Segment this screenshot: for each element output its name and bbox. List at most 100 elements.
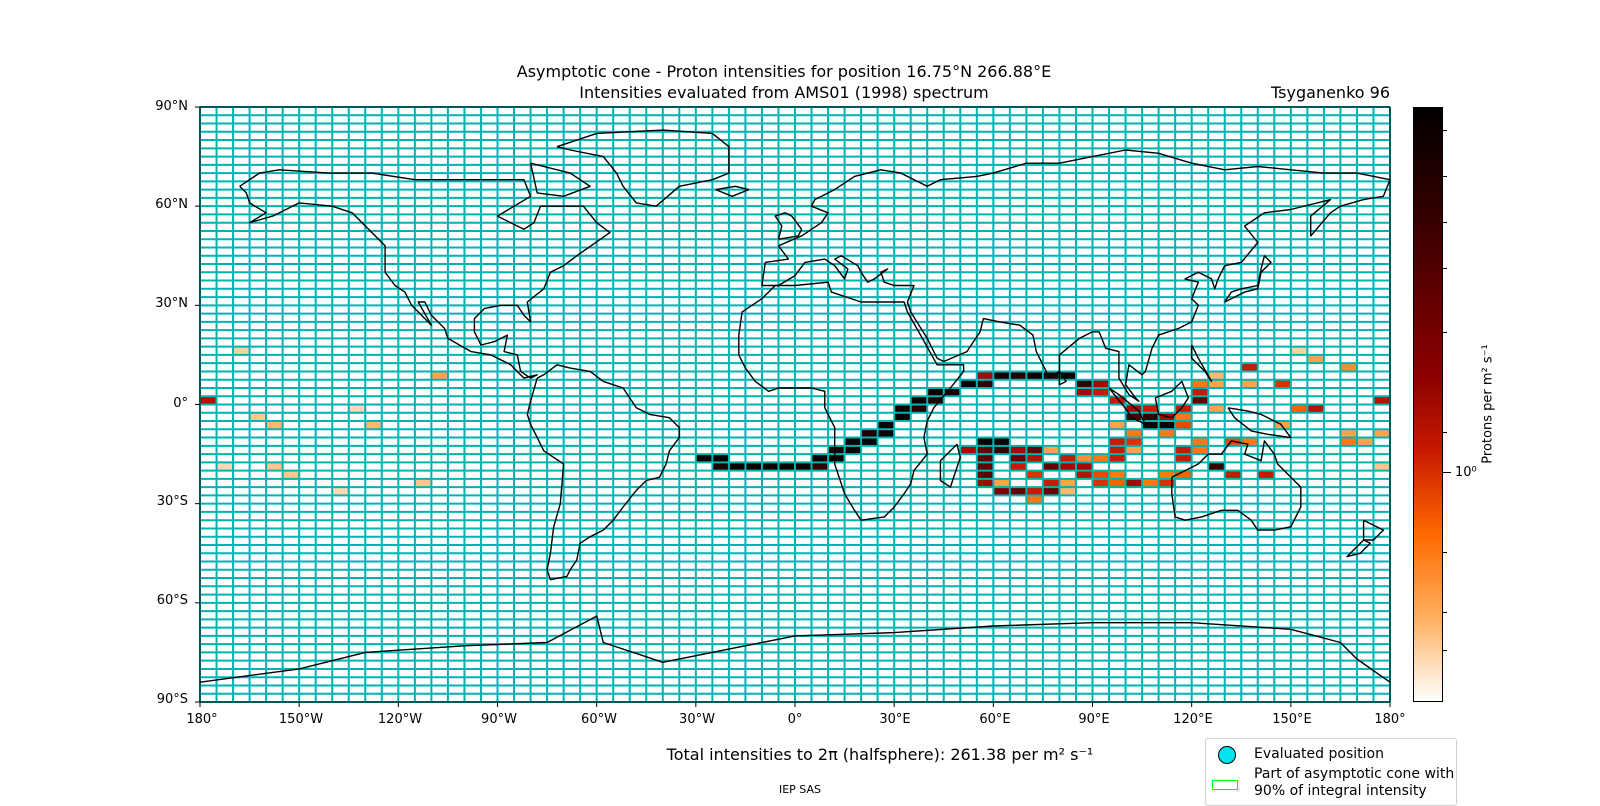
intensity-cell (1125, 412, 1143, 422)
intensity-cell (1142, 404, 1159, 413)
intensity-cell (431, 371, 448, 380)
coastline-sri-lanka (1058, 370, 1067, 386)
intensity-cells (200, 346, 1390, 504)
intensity-cell (1092, 478, 1110, 488)
intensity-cell (1059, 454, 1076, 463)
intensity-cell (976, 379, 994, 388)
intensity-cell (828, 454, 845, 463)
intensity-cell (1109, 396, 1126, 405)
intensity-cell (993, 371, 1010, 380)
intensity-cell (1191, 387, 1209, 397)
intensity-cell (910, 404, 928, 413)
intensity-cell (910, 396, 928, 405)
intensity-cell (1290, 346, 1308, 355)
intensity-cell (1026, 454, 1043, 463)
intensity-cell (1009, 462, 1027, 471)
coastline-borneo (1154, 380, 1190, 419)
coastline-new-guinea (1227, 407, 1292, 439)
lat-tick-marks (195, 106, 200, 703)
intensity-cell (1125, 404, 1143, 413)
lon-label: 150°E (1272, 712, 1312, 727)
lat-label: 0° (173, 396, 188, 411)
lon-label: 30°W (679, 712, 715, 727)
intensity-cell (993, 478, 1010, 488)
intensity-cell (1373, 429, 1390, 438)
intensity-cell (1241, 437, 1258, 446)
intensity-cell (1075, 470, 1093, 479)
intensity-cell (1340, 363, 1357, 372)
colorbar-minor-tick (1443, 552, 1447, 553)
colorbar-major-tick (1443, 472, 1451, 473)
intensity-cell (1175, 412, 1192, 422)
intensity-cell (1009, 445, 1027, 455)
lat-label: 90°N (155, 99, 188, 114)
intensity-cell (1042, 371, 1060, 380)
lon-label: 120°E (1173, 712, 1213, 727)
intensity-cell (1241, 363, 1258, 372)
intensity-cell (861, 437, 878, 446)
coastline-greenland (556, 129, 730, 207)
intensity-cell (1158, 478, 1176, 488)
legend-evaluated-position: Evaluated position (1254, 746, 1384, 762)
intensity-cell (1109, 478, 1126, 488)
intensity-cell (993, 437, 1010, 446)
coastline-japan (1224, 255, 1272, 303)
colorbar-minor-tick (1443, 222, 1447, 223)
colorbar-label: Protons per m² s⁻¹ (1480, 344, 1496, 464)
intensity-cell (976, 445, 994, 455)
plot-title-line2: Intensities evaluated from AMS01 (1998) … (579, 83, 989, 102)
lon-label: 90°W (481, 712, 517, 727)
colorbar-minor-tick (1443, 176, 1447, 177)
intensity-cell (1125, 445, 1143, 455)
lon-label: 120°W (377, 712, 423, 727)
coastline-nz-south (1346, 539, 1371, 558)
intensity-cell (266, 421, 283, 430)
coastline-africa (738, 281, 965, 521)
lon-label: 60°E (979, 712, 1011, 727)
coastline-iceland (715, 185, 750, 198)
intensity-cell (976, 478, 994, 488)
coastline-new-zealand (1362, 519, 1385, 541)
intensity-cell (778, 462, 795, 471)
intensity-cell (1109, 445, 1126, 455)
intensity-cell (1307, 354, 1324, 364)
intensity-cell (976, 454, 994, 463)
intensity-cell (1373, 462, 1390, 471)
intensity-cell (1257, 470, 1275, 479)
coastline-antarctica (199, 615, 1391, 683)
coastline-philippines (1190, 344, 1213, 383)
lon-label: 180° (186, 712, 218, 727)
intensity-cell (1109, 470, 1126, 479)
lon-label: 150°W (278, 712, 324, 727)
magnetic-field-model: Tsyganenko 96 (1271, 83, 1390, 102)
intensity-cell (1224, 470, 1242, 479)
intensity-cell (1373, 396, 1390, 405)
intensity-cell (1142, 421, 1159, 430)
intensity-cell (943, 387, 961, 397)
intensity-cell (1109, 437, 1126, 446)
intensity-cell (1026, 371, 1043, 380)
intensity-cell (976, 462, 994, 471)
intensity-cell (811, 462, 829, 471)
total-intensity: Total intensities to 2π (halfsphere): 26… (666, 745, 1094, 764)
intensity-cell (811, 454, 829, 463)
coastline-north-america (239, 169, 611, 379)
intensity-cell (1175, 454, 1192, 463)
coastline-sumatra (1108, 387, 1147, 425)
lon-label: 60°W (581, 712, 617, 727)
intensity-cell (1042, 462, 1060, 471)
intensity-cell (1307, 404, 1324, 413)
intensity-cell (844, 437, 862, 446)
intensity-cell (894, 412, 911, 422)
coastline-madagascar (939, 443, 961, 488)
intensity-cell (414, 478, 432, 488)
colorbar-minor-tick (1443, 432, 1447, 433)
intensity-cell (332, 487, 349, 496)
intensity-cell (1092, 454, 1110, 463)
intensity-cell (266, 462, 283, 471)
intensity-cell (1125, 437, 1143, 446)
intensity-cell (1075, 454, 1093, 463)
intensity-cell (1175, 470, 1192, 479)
intensity-cell (200, 396, 217, 405)
